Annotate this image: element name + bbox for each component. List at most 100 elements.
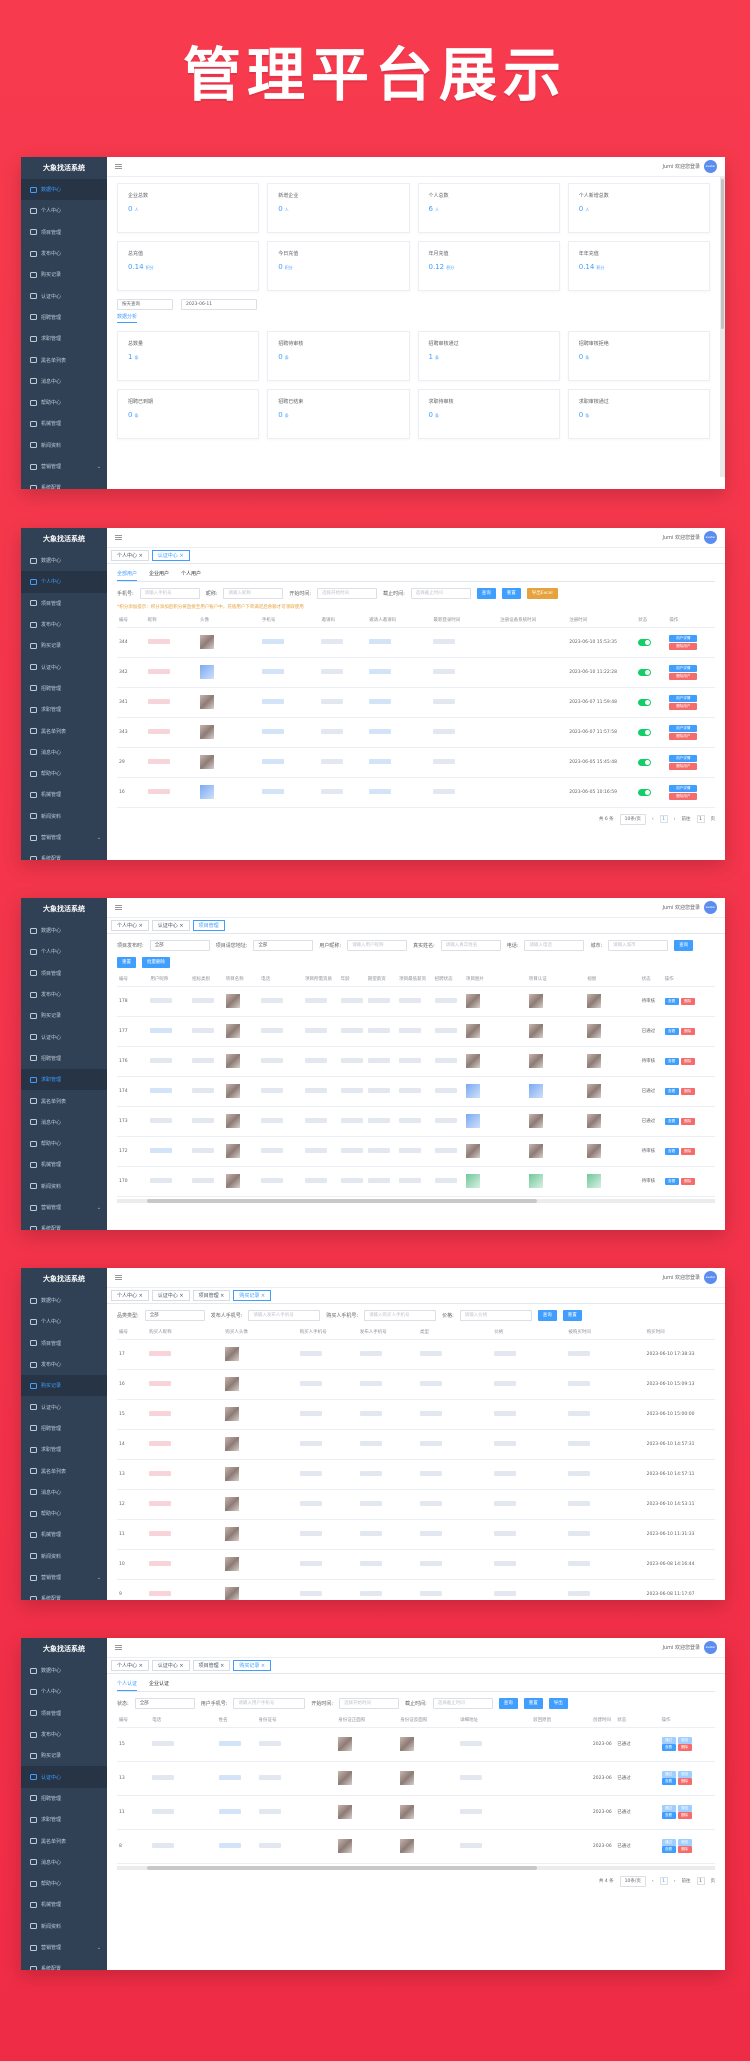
- nickname-input[interactable]: 请输入昵称: [223, 588, 284, 599]
- image-thumbnail[interactable]: [338, 1737, 353, 1751]
- sidebar-item[interactable]: 项目管理: [21, 1703, 107, 1724]
- sidebar-item[interactable]: 个人中心: [21, 1681, 107, 1702]
- tab-tag[interactable]: 项目管理: [192, 920, 225, 931]
- image-thumbnail[interactable]: [528, 1114, 543, 1128]
- sidebar-item[interactable]: 数据中心: [21, 1660, 107, 1681]
- sidebar-item[interactable]: 帮助中心: [21, 392, 107, 413]
- delete-user-button[interactable]: 删除用户: [669, 642, 698, 650]
- view-button[interactable]: 查看: [661, 1744, 676, 1751]
- image-thumbnail[interactable]: [225, 1557, 240, 1571]
- tab-tag[interactable]: 项目管理 ×: [192, 1290, 231, 1301]
- sidebar-item[interactable]: 黑名单列表: [21, 1090, 107, 1111]
- sidebar-item[interactable]: 个人中心: [21, 941, 107, 962]
- delete-button[interactable]: 删除: [680, 1087, 695, 1095]
- avatar[interactable]: avatar: [704, 160, 717, 173]
- image-thumbnail[interactable]: [225, 1054, 240, 1068]
- tab-tag[interactable]: 购买记录 ×: [233, 1290, 272, 1301]
- view-button[interactable]: 查看: [664, 997, 679, 1005]
- status-toggle[interactable]: [638, 788, 652, 796]
- sidebar-item[interactable]: 帮助中心: [21, 1873, 107, 1894]
- sidebar-item[interactable]: 新闻资料: [21, 1176, 107, 1197]
- avatar[interactable]: avatar: [704, 1271, 717, 1284]
- hamburger-icon[interactable]: [115, 905, 122, 910]
- sidebar-item[interactable]: 招聘管理: [21, 678, 107, 699]
- image-thumbnail[interactable]: [466, 1024, 481, 1038]
- approve-button[interactable]: 通过: [661, 1839, 676, 1846]
- sidebar-item[interactable]: 项目管理: [21, 222, 107, 243]
- tab-tag[interactable]: 认证中心 ×: [151, 1290, 190, 1301]
- realname-input[interactable]: 请输入真实姓名: [440, 940, 501, 951]
- delete-user-button[interactable]: 删除用户: [669, 732, 698, 740]
- image-thumbnail[interactable]: [199, 725, 214, 739]
- delete-button[interactable]: 删除: [677, 1778, 692, 1785]
- tab-tag[interactable]: 个人中心 ×: [111, 1290, 149, 1301]
- sidebar-item[interactable]: 招聘管理: [21, 1418, 107, 1439]
- sidebar-item[interactable]: 个人中心: [21, 200, 107, 221]
- image-thumbnail[interactable]: [338, 1805, 353, 1819]
- page-number[interactable]: 1: [659, 815, 668, 823]
- image-thumbnail[interactable]: [199, 785, 214, 799]
- address-select[interactable]: 全部: [253, 940, 314, 951]
- sidebar-item[interactable]: 机械管理: [21, 1524, 107, 1545]
- subtab[interactable]: 个人认证: [117, 1680, 138, 1691]
- search-button[interactable]: 查询: [674, 940, 694, 951]
- image-thumbnail[interactable]: [587, 994, 602, 1008]
- sidebar-item[interactable]: 求职管理: [21, 1809, 107, 1830]
- sidebar-item[interactable]: 数据中心: [21, 1290, 107, 1311]
- sidebar-item[interactable]: 营销管理 ⌄: [21, 1567, 107, 1588]
- image-thumbnail[interactable]: [199, 665, 214, 679]
- view-button[interactable]: 查看: [664, 1177, 679, 1185]
- sidebar-item[interactable]: 营销管理 ⌄: [21, 1197, 107, 1218]
- image-thumbnail[interactable]: [587, 1024, 602, 1038]
- image-thumbnail[interactable]: [225, 1114, 240, 1128]
- sidebar-item[interactable]: 系统配置: [21, 1218, 107, 1230]
- delete-button[interactable]: 删除: [680, 1027, 695, 1035]
- status-toggle[interactable]: [638, 698, 652, 706]
- image-thumbnail[interactable]: [466, 1144, 481, 1158]
- tab-tag[interactable]: 个人中心 ×: [111, 920, 149, 931]
- sidebar-item[interactable]: 营销管理 ⌄: [21, 827, 107, 848]
- sidebar-item[interactable]: 发布中心: [21, 1724, 107, 1745]
- range-select[interactable]: 按天查询: [117, 299, 173, 310]
- city-input[interactable]: 请输入城市: [608, 940, 669, 951]
- sidebar-item[interactable]: 新闻资料: [21, 1916, 107, 1937]
- sidebar-item[interactable]: 系统配置: [21, 477, 107, 489]
- buyer-phone-input[interactable]: 请输入购买人手机号: [364, 1310, 437, 1321]
- user-phone-input[interactable]: 请输入用户手机号: [233, 1698, 306, 1709]
- approve-button[interactable]: 通过: [661, 1771, 676, 1778]
- sidebar-item[interactable]: 购买记录: [21, 1745, 107, 1766]
- hamburger-icon[interactable]: [115, 1645, 122, 1650]
- sidebar-item[interactable]: 个人中心: [21, 571, 107, 593]
- sidebar-item[interactable]: 系统配置: [21, 1958, 107, 1970]
- image-thumbnail[interactable]: [338, 1771, 353, 1785]
- user-detail-button[interactable]: 用户详情: [669, 754, 698, 762]
- sidebar-item[interactable]: 认证中心: [21, 285, 107, 306]
- image-thumbnail[interactable]: [225, 1497, 240, 1511]
- page-size-select[interactable]: 10条/页: [619, 1875, 646, 1887]
- next-page-icon[interactable]: ›: [673, 1878, 676, 1884]
- image-thumbnail[interactable]: [225, 1377, 240, 1391]
- prev-page-icon[interactable]: ‹: [651, 1878, 654, 1884]
- image-thumbnail[interactable]: [587, 1084, 602, 1098]
- view-button[interactable]: 查看: [664, 1057, 679, 1065]
- status-toggle[interactable]: [638, 668, 652, 676]
- image-thumbnail[interactable]: [528, 1144, 543, 1158]
- image-thumbnail[interactable]: [466, 1174, 481, 1188]
- tab-tag[interactable]: 认证中心 ×: [151, 920, 190, 931]
- user-detail-button[interactable]: 用户详情: [669, 664, 698, 672]
- sidebar-item[interactable]: 消息中心: [21, 371, 107, 392]
- hamburger-icon[interactable]: [115, 164, 122, 169]
- sidebar-item[interactable]: 求职管理: [21, 1069, 107, 1091]
- sidebar-item[interactable]: 认证中心: [21, 1396, 107, 1417]
- sidebar-item[interactable]: 发布中心: [21, 984, 107, 1005]
- sidebar-item[interactable]: 消息中心: [21, 1482, 107, 1503]
- sidebar-item[interactable]: 招聘管理: [21, 307, 107, 328]
- view-button[interactable]: 查看: [661, 1812, 676, 1819]
- sidebar-item[interactable]: 黑名单列表: [21, 720, 107, 741]
- image-thumbnail[interactable]: [528, 994, 543, 1008]
- delete-button[interactable]: 删除: [677, 1744, 692, 1751]
- export-excel-button[interactable]: 导出Excel: [526, 588, 558, 599]
- publisher-phone-input[interactable]: 请输入发布人手机号: [248, 1310, 321, 1321]
- user-detail-button[interactable]: 用户详情: [669, 634, 698, 642]
- image-thumbnail[interactable]: [466, 1054, 481, 1068]
